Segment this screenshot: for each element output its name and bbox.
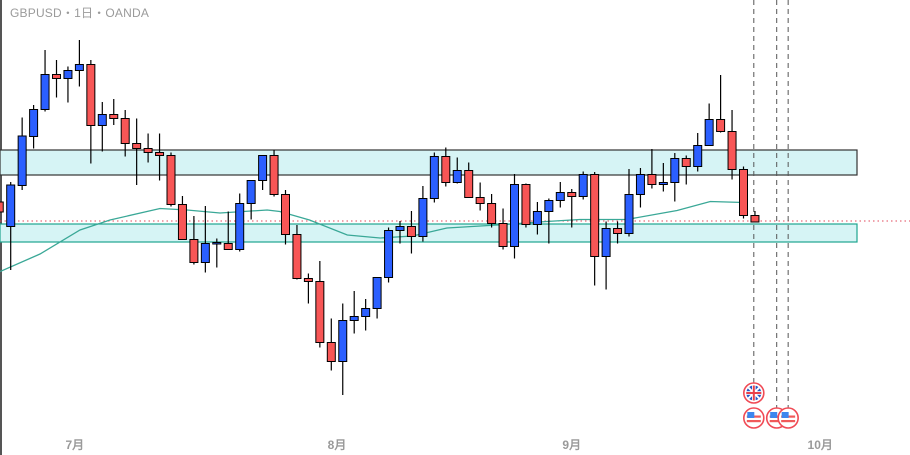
candle-bullish[interactable] bbox=[97, 114, 107, 126]
candle-bullish[interactable] bbox=[510, 184, 519, 247]
candle-bullish[interactable] bbox=[555, 192, 565, 201]
candle-bearish[interactable] bbox=[475, 197, 485, 204]
candle-bullish[interactable] bbox=[395, 226, 405, 231]
candle-bearish[interactable] bbox=[613, 228, 623, 234]
candle-bearish[interactable] bbox=[303, 278, 313, 282]
candle-bullish[interactable] bbox=[200, 243, 210, 263]
candle-bearish[interactable] bbox=[155, 152, 165, 156]
candle-bullish[interactable] bbox=[544, 200, 554, 212]
x-axis-label: 9月 bbox=[562, 438, 581, 452]
candle-bearish[interactable] bbox=[590, 174, 600, 257]
candle-bullish[interactable] bbox=[235, 203, 245, 250]
candle-bullish[interactable] bbox=[63, 70, 73, 79]
candle-bearish[interactable] bbox=[498, 223, 508, 247]
candle-bearish[interactable] bbox=[132, 143, 142, 149]
candle-bullish[interactable] bbox=[246, 180, 256, 204]
candle-bullish[interactable] bbox=[635, 174, 645, 195]
candle-bullish[interactable] bbox=[338, 320, 348, 362]
candle-bullish[interactable] bbox=[658, 182, 668, 185]
candle-bearish[interactable] bbox=[487, 203, 497, 224]
x-axis-label: 7月 bbox=[65, 438, 84, 452]
candle-bullish[interactable] bbox=[372, 277, 382, 309]
candle-bearish[interactable] bbox=[521, 184, 531, 225]
candle-bullish[interactable] bbox=[361, 308, 371, 317]
candle-bullish[interactable] bbox=[429, 156, 439, 199]
candle-bullish[interactable] bbox=[452, 170, 462, 183]
candle-bearish[interactable] bbox=[269, 155, 279, 195]
candle-bearish[interactable] bbox=[143, 148, 153, 153]
candle-bullish[interactable] bbox=[670, 158, 680, 183]
candle-bullish[interactable] bbox=[74, 64, 84, 71]
candle-bearish[interactable] bbox=[727, 131, 737, 170]
candle-bearish[interactable] bbox=[441, 156, 451, 183]
candle-bearish[interactable] bbox=[716, 119, 726, 132]
candle-bearish[interactable] bbox=[177, 204, 187, 240]
chart-title: GBPUSD・1日・OANDA bbox=[10, 6, 150, 20]
candle-bearish[interactable] bbox=[281, 194, 290, 235]
candle-bullish[interactable] bbox=[532, 211, 542, 225]
candle-bearish[interactable] bbox=[0, 201, 4, 213]
x-axis-label: 10月 bbox=[808, 438, 833, 452]
candle-bearish[interactable] bbox=[52, 74, 61, 79]
candle-bullish[interactable] bbox=[384, 230, 394, 278]
candle-bearish[interactable] bbox=[109, 114, 119, 119]
candle-bearish[interactable] bbox=[86, 64, 96, 126]
candle-bearish[interactable] bbox=[739, 169, 748, 216]
candle-bearish[interactable] bbox=[464, 170, 474, 198]
candle-bullish[interactable] bbox=[6, 184, 16, 227]
candle-bearish[interactable] bbox=[189, 239, 199, 263]
moving-average-line bbox=[0, 200, 744, 273]
candle-bearish[interactable] bbox=[223, 243, 233, 250]
candle-bullish[interactable] bbox=[349, 316, 359, 321]
candle-bullish[interactable] bbox=[418, 198, 428, 237]
candle-bearish[interactable] bbox=[166, 155, 176, 205]
candle-bearish[interactable] bbox=[567, 192, 577, 197]
candle-bearish[interactable] bbox=[647, 174, 657, 185]
candle-bullish[interactable] bbox=[578, 174, 588, 197]
us-flag-event-icon[interactable] bbox=[743, 407, 765, 429]
zone-support[interactable] bbox=[0, 223, 858, 243]
us-flag-event-icon[interactable] bbox=[777, 407, 799, 429]
candle-bullish[interactable] bbox=[17, 135, 27, 186]
candle-bullish[interactable] bbox=[258, 155, 268, 181]
candle-bearish[interactable] bbox=[681, 158, 691, 167]
candle-bullish[interactable] bbox=[29, 109, 39, 137]
candle-bearish[interactable] bbox=[315, 281, 325, 343]
candle-bullish[interactable] bbox=[601, 228, 611, 257]
candle-bearish[interactable] bbox=[750, 215, 760, 223]
zone-resistance[interactable] bbox=[0, 149, 858, 176]
candle-bullish[interactable] bbox=[40, 74, 50, 110]
candle-bearish[interactable] bbox=[292, 234, 302, 279]
candle-bullish[interactable] bbox=[624, 194, 634, 234]
uk-flag-event-icon[interactable] bbox=[743, 382, 765, 404]
candle-bearish[interactable] bbox=[326, 342, 336, 362]
x-axis-label: 8月 bbox=[328, 438, 347, 452]
candle-bullish[interactable] bbox=[693, 145, 703, 167]
candle-bullish[interactable] bbox=[212, 242, 222, 245]
candle-bearish[interactable] bbox=[120, 118, 130, 144]
candle-bearish[interactable] bbox=[406, 226, 416, 237]
candle-bullish[interactable] bbox=[704, 119, 714, 146]
